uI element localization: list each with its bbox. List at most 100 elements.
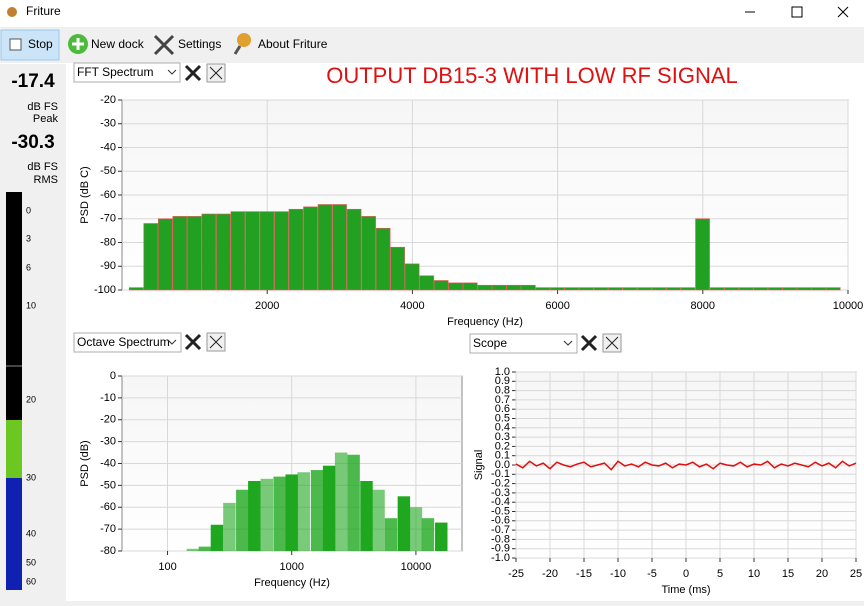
spectrum-bar	[825, 287, 841, 291]
spectrum-bar	[695, 218, 710, 291]
new-dock-label[interactable]: New dock	[91, 37, 145, 51]
spectrum-bar	[259, 211, 275, 291]
meter-scale-label: 3	[26, 233, 31, 243]
about-label[interactable]: About Friture	[258, 37, 328, 51]
stop-checkbox[interactable]	[9, 38, 22, 51]
spectrum-bar	[128, 287, 144, 291]
meter-scale: 0 3 6 10 20 30 40 50 60	[26, 205, 36, 586]
toolbar	[0, 27, 864, 63]
y-tick-label: -100	[94, 284, 116, 296]
x-tick-label: 20	[816, 568, 828, 580]
x-tick-label: -10	[610, 568, 626, 580]
spectrum-bar	[419, 275, 434, 291]
meter-empty	[6, 192, 22, 420]
meter-scale-label: 6	[26, 262, 31, 272]
spectrum-bar	[230, 211, 246, 291]
dock-select-label[interactable]: FFT Spectrum	[77, 65, 153, 79]
x-axis-label: Frequency (Hz)	[447, 316, 523, 328]
y-tick-label: -0.6	[491, 515, 510, 527]
spectrum-bar	[550, 287, 565, 291]
y-tick-label: -10	[100, 392, 116, 404]
dock-settings[interactable]	[184, 333, 202, 351]
spectrum-bar	[811, 287, 827, 291]
close[interactable]	[837, 6, 849, 18]
settings-label[interactable]: Settings	[178, 37, 221, 51]
peak-label: Peak	[33, 113, 59, 125]
spectrum-bar	[390, 246, 405, 291]
about-handle	[233, 45, 242, 55]
spectrum-bar	[477, 284, 493, 291]
meter-peak-fill	[6, 420, 22, 478]
octave-bar	[248, 481, 261, 551]
y-axis-label: PSD (dB C)	[79, 166, 91, 223]
x-tick-label: -25	[508, 568, 524, 580]
dock-settings[interactable]	[184, 64, 202, 82]
spectrum-bar	[651, 287, 667, 291]
settings-icon[interactable]	[153, 34, 175, 56]
octave-bar	[285, 474, 298, 551]
y-tick-label: 0.9	[495, 375, 510, 387]
x-tick-label: -20	[542, 568, 558, 580]
dropdown-arrow	[167, 69, 177, 75]
spectrum-bar	[753, 287, 768, 291]
y-tick-label: -40	[100, 141, 116, 153]
spectrum-bar	[782, 287, 797, 291]
x-tick-label: -15	[576, 568, 592, 580]
stop-label[interactable]: Stop	[28, 37, 53, 51]
x-tick-label: 25	[850, 568, 862, 580]
octave-bar	[360, 481, 373, 551]
spectrum-bar	[535, 287, 551, 291]
x-tick-label: 0	[683, 568, 689, 580]
peak-value: -17.4	[11, 71, 55, 92]
spectrum-bar	[738, 287, 754, 291]
y-tick-label: 1.0	[495, 366, 510, 378]
x-tick-label: 100	[158, 561, 176, 573]
x-axis-label: Time (ms)	[661, 584, 710, 596]
rms-unit: dB FS	[27, 161, 58, 173]
spectrum-bar	[506, 284, 522, 291]
meter-scale-label: 20	[26, 394, 36, 404]
dock-select[interactable]	[73, 62, 181, 83]
title-bar	[0, 0, 864, 26]
x-tick-label: 8000	[691, 300, 715, 312]
x-tick-label: 2000	[255, 300, 279, 312]
octave-bar	[435, 522, 448, 551]
spectrum-bar	[158, 218, 173, 291]
x-tick-label: 4000	[400, 300, 424, 312]
spectrum-bar	[608, 287, 623, 291]
y-tick-label: -30	[100, 118, 116, 130]
y-tick-label: -80	[100, 236, 116, 248]
dock-select-label[interactable]: Scope	[473, 336, 507, 350]
spectrum-bar	[288, 208, 304, 291]
dock-select-label[interactable]: Octave Spectrum	[77, 335, 170, 349]
maximize[interactable]	[791, 6, 803, 18]
stop-button[interactable]	[0, 29, 60, 61]
dock-select[interactable]	[73, 332, 182, 353]
spectrum-bar	[637, 287, 652, 291]
octave-bar	[186, 548, 200, 551]
about-icon[interactable]	[237, 33, 251, 47]
x-tick-label: 1000	[279, 561, 303, 573]
y-tick-label: 0.7	[495, 394, 510, 406]
y-tick-label: -0.5	[491, 505, 510, 517]
meter-rms-fill	[6, 478, 22, 590]
x-tick-label: 10000	[401, 561, 432, 573]
y-tick-label: -40	[100, 457, 116, 469]
dock-select[interactable]	[469, 333, 578, 354]
meter-scale-label: 50	[26, 557, 36, 567]
plus	[72, 38, 84, 50]
y-tick-label: -0.3	[491, 487, 510, 499]
spectrum-bar	[433, 280, 449, 291]
octave-bar	[273, 476, 286, 551]
dock-settings[interactable]	[580, 334, 598, 352]
octave-bar	[223, 502, 236, 551]
x-tick-label: 15	[782, 568, 794, 580]
y-tick-label: 0.4	[495, 422, 510, 434]
y-tick-label: -0.7	[491, 524, 510, 536]
rms-value: -30.3	[11, 132, 54, 153]
y-tick-label: 0	[110, 370, 116, 382]
rms-label: RMS	[34, 174, 58, 186]
spectrum-bar	[462, 282, 478, 291]
